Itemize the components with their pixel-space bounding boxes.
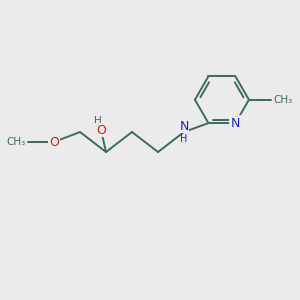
- Text: O: O: [96, 124, 106, 136]
- Text: H: H: [180, 134, 188, 144]
- Text: O: O: [49, 136, 59, 148]
- Text: H: H: [94, 116, 102, 126]
- Text: N: N: [179, 119, 189, 133]
- Text: CH₃: CH₃: [7, 137, 26, 147]
- Text: CH₃: CH₃: [273, 95, 292, 105]
- Text: N: N: [231, 117, 240, 130]
